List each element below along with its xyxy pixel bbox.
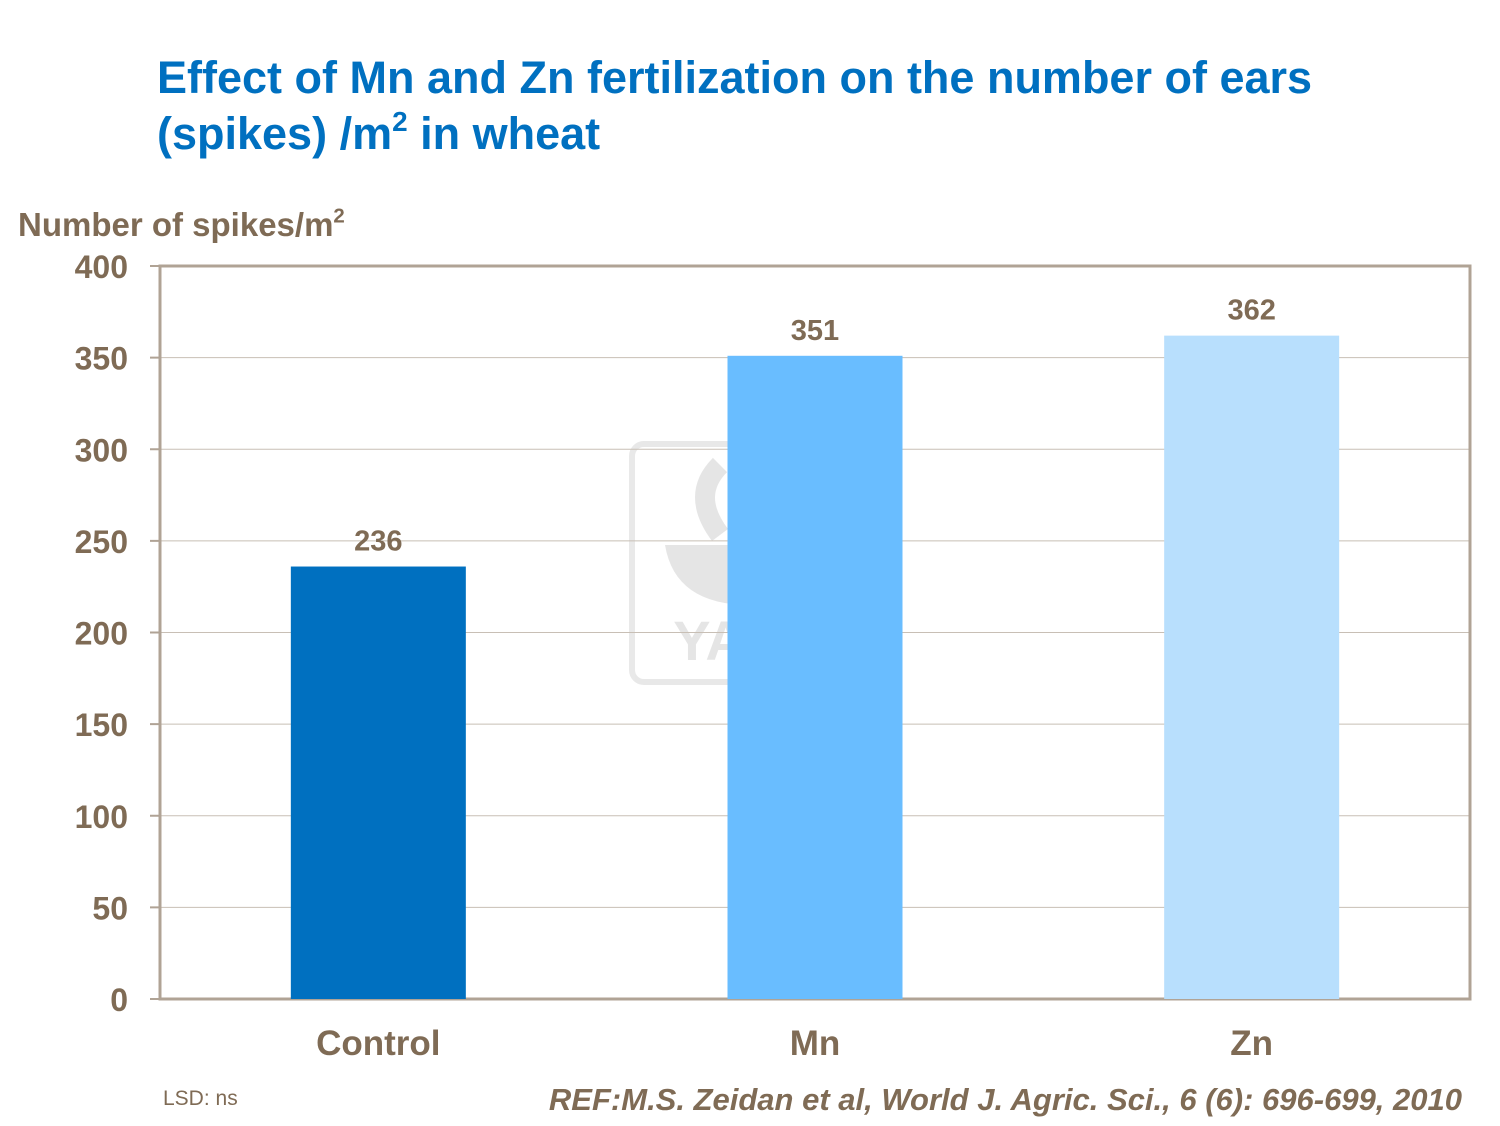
y-tick-label: 400	[75, 249, 128, 285]
y-tick-label: 350	[75, 341, 128, 377]
y-tick-label: 50	[92, 890, 128, 926]
y-tick-label: 200	[75, 616, 128, 652]
data-label: 362	[1227, 295, 1275, 327]
bar-zn	[1164, 335, 1340, 999]
y-tick-label: 0	[110, 982, 128, 1018]
bar-control	[290, 566, 466, 999]
reference-citation: REF:M.S. Zeidan et al, World J. Agric. S…	[548, 1082, 1462, 1117]
data-label: 351	[791, 315, 839, 347]
lsd-footnote: LSD: ns	[163, 1087, 238, 1110]
x-tick-label: Control	[316, 1024, 440, 1063]
y-tick-label: 100	[75, 799, 128, 835]
y-tick-label: 150	[75, 707, 128, 743]
x-tick-label: Mn	[790, 1024, 841, 1063]
data-label: 236	[354, 526, 402, 558]
bar-mn	[727, 355, 903, 1000]
y-tick-label: 300	[75, 432, 128, 468]
y-axis-label: Number of spikes/m2	[18, 204, 345, 243]
chart-title: Effect of Mn and Zn fertilization on the…	[157, 52, 1313, 159]
x-tick-label: Zn	[1230, 1024, 1273, 1063]
y-tick-label: 250	[75, 524, 128, 560]
